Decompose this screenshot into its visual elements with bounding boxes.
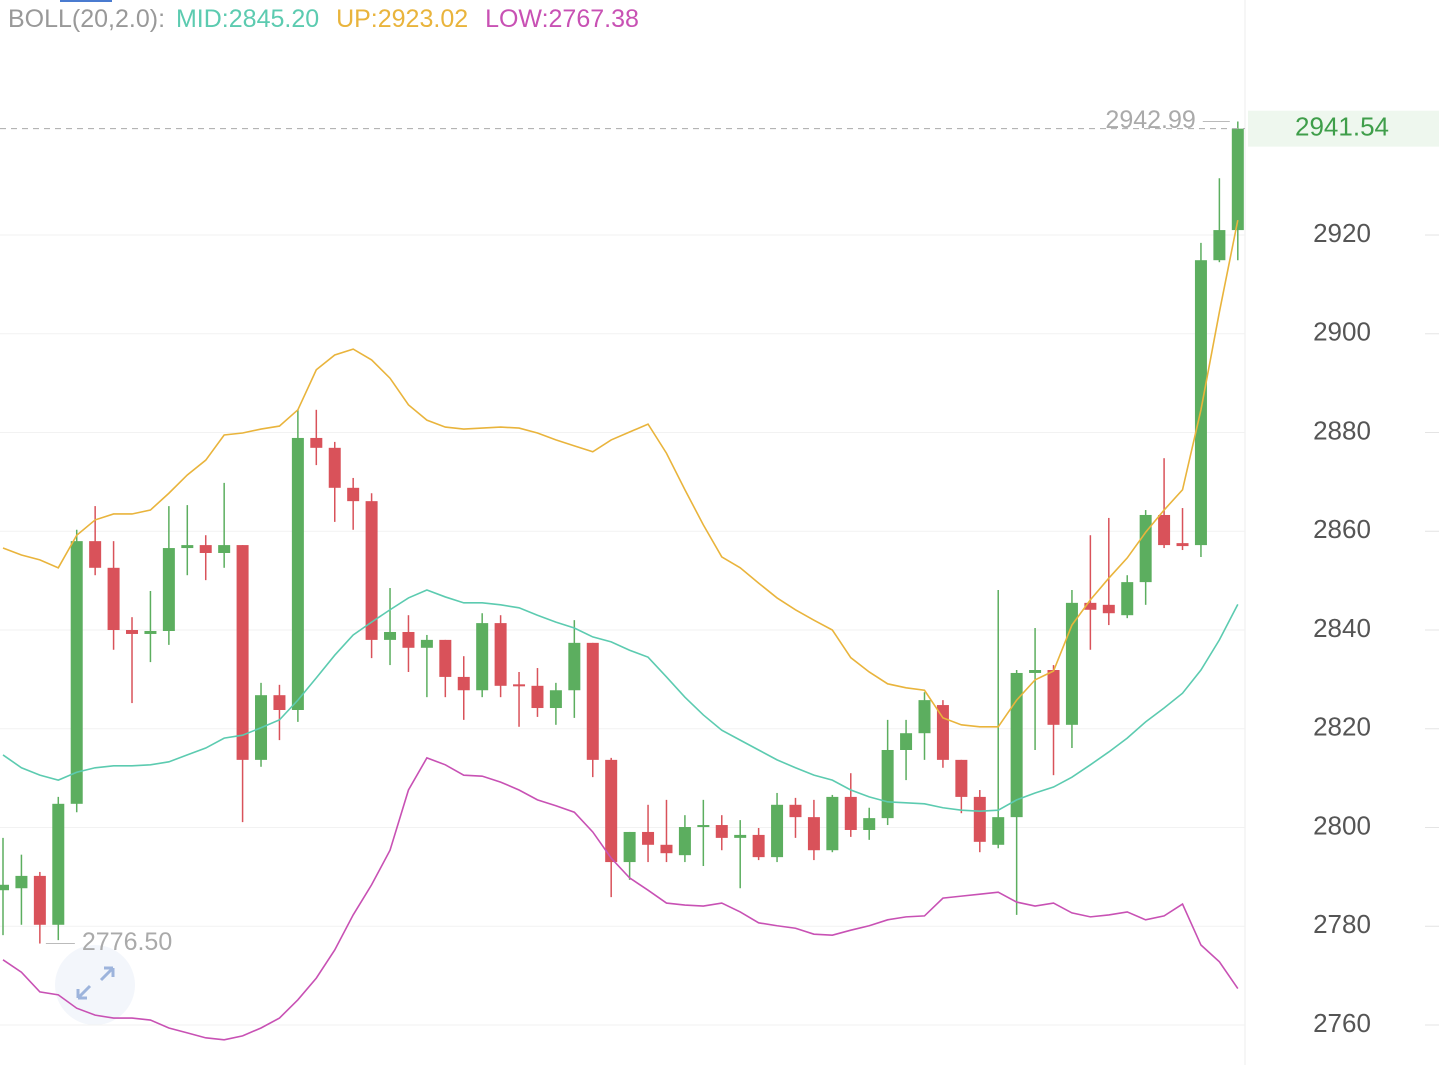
candle-body bbox=[936, 705, 949, 760]
candle-body bbox=[1121, 582, 1134, 616]
low-label: 2776.50 bbox=[82, 928, 172, 956]
candle-body bbox=[844, 796, 857, 830]
candle-body bbox=[734, 834, 747, 838]
high-label: 2942.99 bbox=[1105, 106, 1195, 134]
last-price-tag bbox=[1248, 110, 1439, 147]
y-tick-label: 2760 bbox=[1313, 1008, 1371, 1038]
candle-body bbox=[715, 825, 728, 838]
candle-body bbox=[70, 541, 83, 804]
candle-body bbox=[1047, 670, 1060, 725]
candle-body bbox=[1084, 602, 1097, 610]
candle-body bbox=[347, 487, 360, 502]
candle-body bbox=[900, 733, 913, 750]
last-price-label: 2941.54 bbox=[1295, 112, 1389, 142]
boll-line bbox=[2, 589, 1239, 813]
candle-body bbox=[531, 685, 544, 709]
candle-body bbox=[863, 818, 876, 830]
candle-body bbox=[1194, 260, 1207, 546]
candle-body bbox=[549, 690, 562, 709]
y-tick-label: 2920 bbox=[1313, 218, 1371, 248]
legend-mid: MID:2845.20 bbox=[176, 5, 319, 33]
candle-body bbox=[291, 437, 304, 710]
candle-body bbox=[107, 567, 120, 631]
candle-body bbox=[126, 630, 139, 634]
boll-line bbox=[2, 756, 1239, 1041]
candle-body bbox=[15, 875, 28, 889]
candle-body bbox=[789, 804, 802, 818]
candle-body bbox=[365, 501, 378, 640]
legend-low: LOW:2767.38 bbox=[485, 5, 639, 33]
legend: BOLL(20,2.0): MID:2845.20 UP:2923.02 LOW… bbox=[8, 5, 639, 33]
candle-body bbox=[771, 804, 784, 858]
candle-body bbox=[586, 642, 599, 760]
candle-body bbox=[826, 796, 839, 851]
candle-body bbox=[660, 844, 673, 854]
legend-up: UP:2923.02 bbox=[336, 5, 468, 33]
candle-body bbox=[513, 684, 526, 687]
candle-body bbox=[181, 545, 194, 549]
candle-body bbox=[1029, 670, 1042, 673]
tab-indicator bbox=[60, 0, 112, 2]
candle-body bbox=[439, 639, 452, 677]
candle-body bbox=[420, 639, 433, 648]
candle-body bbox=[494, 623, 507, 686]
candle-body bbox=[402, 631, 415, 648]
y-tick-label: 2880 bbox=[1313, 415, 1371, 445]
candle-body bbox=[1213, 230, 1226, 261]
candle-body bbox=[328, 447, 341, 488]
candle-body bbox=[992, 817, 1005, 845]
candle-body bbox=[476, 623, 489, 691]
candle-body bbox=[623, 831, 636, 863]
expand-button[interactable] bbox=[55, 945, 135, 1025]
candle-body bbox=[218, 545, 231, 553]
candle-body bbox=[1102, 604, 1115, 614]
candle-body bbox=[199, 545, 212, 553]
candle-body bbox=[144, 631, 157, 634]
y-tick-label: 2820 bbox=[1313, 712, 1371, 742]
candle-body bbox=[1139, 514, 1152, 583]
candle-body bbox=[642, 831, 655, 845]
y-tick-label: 2800 bbox=[1313, 810, 1371, 840]
indicator-name: BOLL(20,2.0): bbox=[8, 5, 165, 33]
candle-body bbox=[697, 825, 710, 828]
candle-body bbox=[881, 749, 894, 819]
candle-body bbox=[752, 834, 765, 858]
candle-body bbox=[1010, 672, 1023, 818]
candle-body bbox=[310, 437, 323, 448]
y-tick-label: 2900 bbox=[1313, 317, 1371, 347]
y-tick-label: 2860 bbox=[1313, 514, 1371, 544]
candle-body bbox=[973, 796, 986, 842]
boll-line bbox=[2, 219, 1239, 728]
candle-body bbox=[89, 541, 102, 568]
candle-body bbox=[568, 642, 581, 691]
candle-body bbox=[457, 676, 470, 691]
candle-body bbox=[52, 803, 65, 925]
candle-body bbox=[1158, 514, 1171, 546]
candle-body bbox=[33, 875, 46, 925]
candle-body bbox=[0, 884, 9, 891]
y-tick-label: 2780 bbox=[1313, 909, 1371, 939]
candle-body bbox=[678, 827, 691, 856]
candle-body bbox=[918, 700, 931, 734]
candle-body bbox=[236, 545, 249, 760]
candle-body bbox=[273, 695, 286, 710]
candle-body bbox=[955, 759, 968, 797]
candle-body bbox=[807, 817, 820, 851]
y-tick-label: 2840 bbox=[1313, 613, 1371, 643]
candle-body bbox=[1231, 128, 1244, 231]
candle-body bbox=[384, 631, 397, 640]
candle-body bbox=[605, 759, 618, 863]
candle-body bbox=[162, 548, 175, 632]
candle-body bbox=[1065, 602, 1078, 725]
candle-body bbox=[1176, 543, 1189, 547]
